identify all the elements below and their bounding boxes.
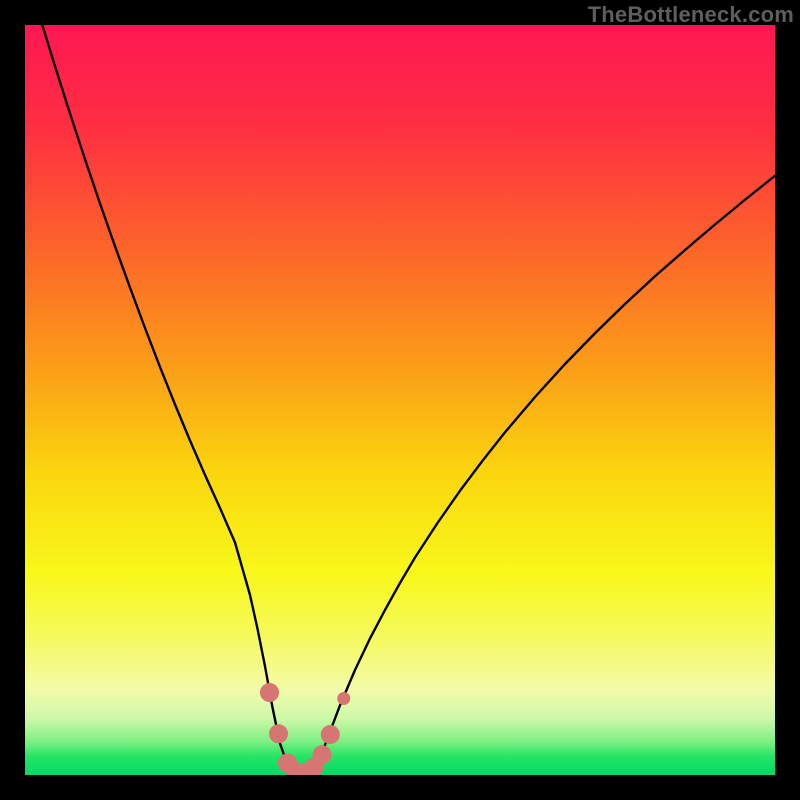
optimal-marker — [313, 746, 331, 764]
optimal-marker — [321, 726, 339, 744]
chart-stage: TheBottleneck.com — [0, 0, 800, 800]
plot-background-gradient — [25, 25, 775, 775]
optimal-marker — [261, 684, 279, 702]
optimal-marker — [338, 693, 350, 705]
watermark-text: TheBottleneck.com — [588, 2, 794, 28]
bottleneck-curve-chart — [0, 0, 800, 800]
optimal-marker — [270, 725, 288, 743]
